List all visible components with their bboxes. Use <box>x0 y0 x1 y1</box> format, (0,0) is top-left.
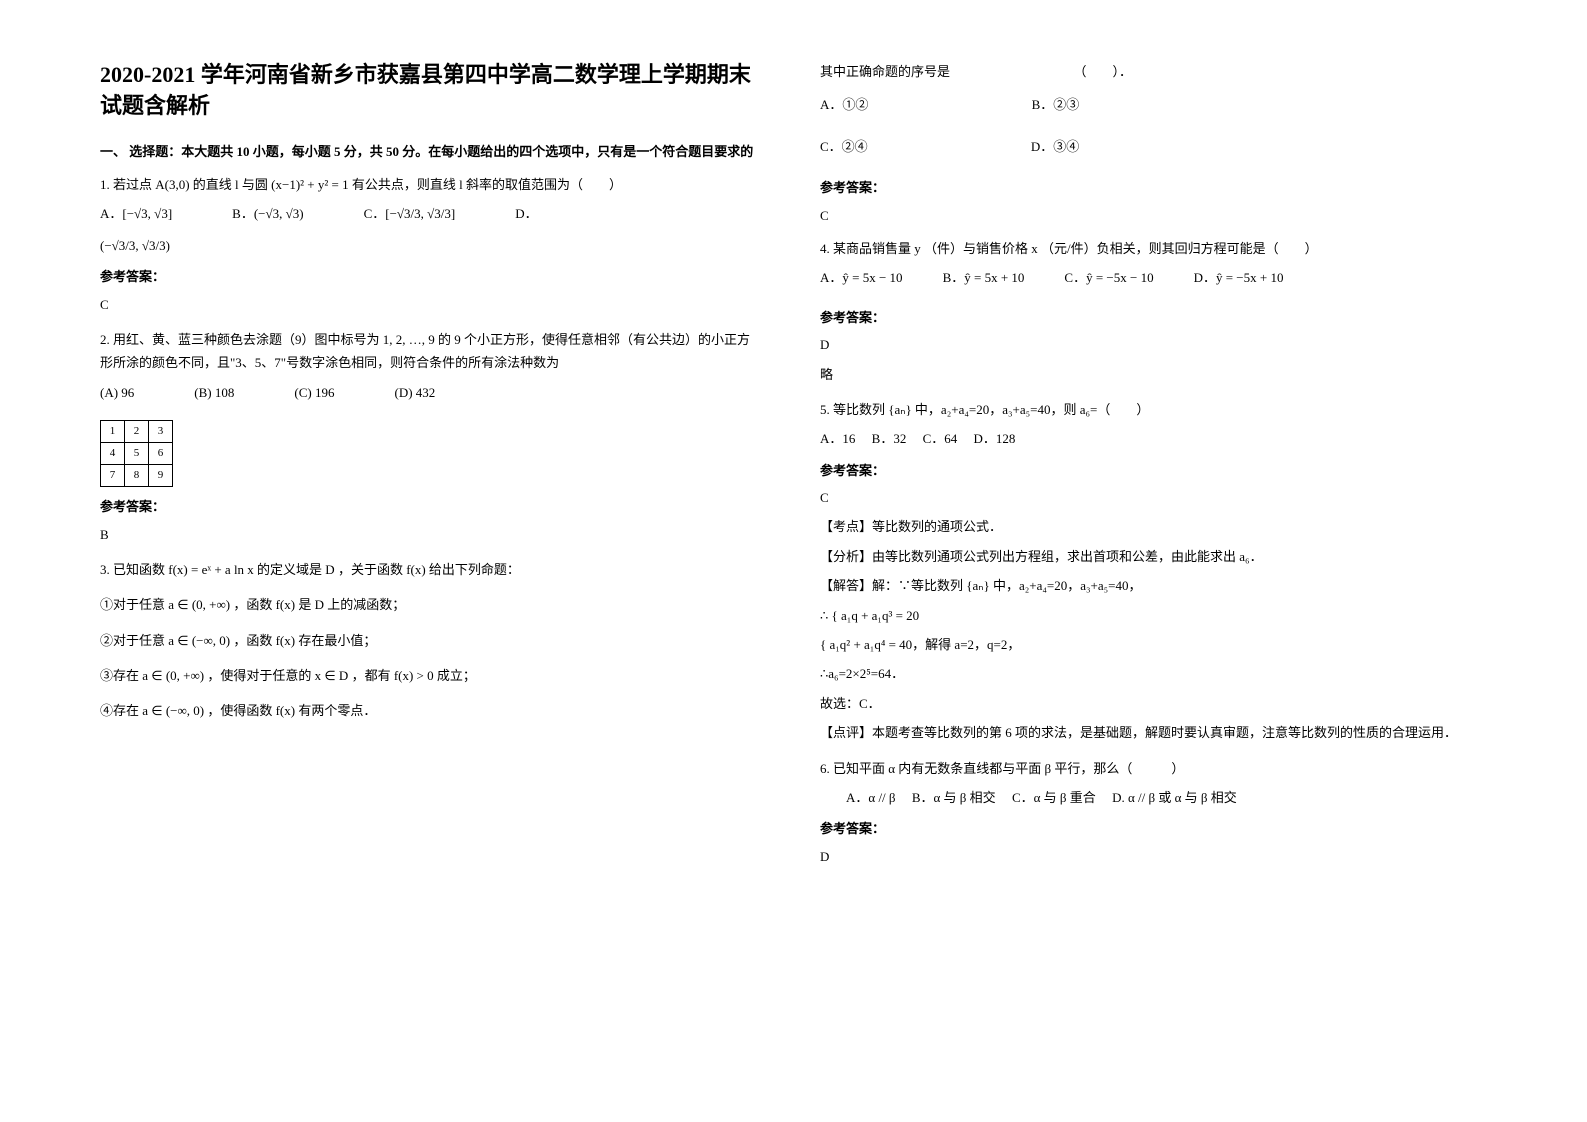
q4-option-c: C．ŷ = −5x − 10 <box>1064 266 1153 289</box>
q5-analysis: 【分析】由等比数列通项公式列出方程组，求出首项和公差，由此能求出 a₆． <box>820 545 1480 568</box>
q5-kaopoint: 【考点】等比数列的通项公式． <box>820 515 1480 538</box>
q4-option-b: B．ŷ = 5x + 10 <box>943 266 1025 289</box>
grid-cell: 8 <box>125 465 149 487</box>
q4-stem: 4. 某商品销售量 y （件）与销售价格 x （元/件）负相关，则其回归方程可能… <box>820 237 1480 260</box>
question-4: 4. 某商品销售量 y （件）与销售价格 x （元/件）负相关，则其回归方程可能… <box>820 237 1480 386</box>
grid-cell: 5 <box>125 443 149 465</box>
q3-option-d: D．③④ <box>1031 135 1079 158</box>
grid-cell: 3 <box>149 421 173 443</box>
q5-option-d: D．128 <box>974 431 1016 446</box>
q6-stem: 6. 已知平面 α 内有无数条直线都与平面 β 平行，那么（ ） <box>820 757 1480 780</box>
q2-answer-label: 参考答案： <box>100 495 760 518</box>
q2-grid: 1 2 3 4 5 6 7 8 9 <box>100 420 173 487</box>
q2-stem: 2. 用红、黄、蓝三种颜色去涂题（9）图中标号为 1, 2, …, 9 的 9 … <box>100 328 760 375</box>
q5-answer: C <box>820 486 1480 509</box>
question-3: 3. 已知函数 f(x) = eˣ + a ln x 的定义域是 D ，关于函数… <box>100 558 760 723</box>
q2-options: (A) 96 (B) 108 (C) 196 (D) 432 <box>100 381 760 412</box>
q4-option-d: D．ŷ = −5x + 10 <box>1194 266 1284 289</box>
q6-option-b: B．α 与 β 相交 <box>912 790 996 805</box>
q2-option-d: (D) 432 <box>394 381 435 404</box>
q3-options-row1: A．①② B．②③ <box>820 93 1480 124</box>
q4-note: 略 <box>820 363 1480 386</box>
q1-options: A．[−√3, √3] B．(−√3, √3) C．[−√3/3, √3/3] … <box>100 202 760 233</box>
q4-answer-label: 参考答案： <box>820 306 1480 329</box>
q3-option-b: B．②③ <box>1032 93 1080 116</box>
q3-prop-1: ①对于任意 a ∈ (0, +∞) ，函数 f(x) 是 D 上的减函数； <box>100 593 760 616</box>
grid-cell: 4 <box>101 443 125 465</box>
q3-options-row2: C．②④ D．③④ <box>820 135 1480 166</box>
q3-answer: C <box>820 204 1480 227</box>
question-1: 1. 若过点 A(3,0) 的直线 l 与圆 (x−1)² + y² = 1 有… <box>100 173 760 316</box>
q2-option-a: (A) 96 <box>100 381 134 404</box>
q5-solve1: 【解答】解：∵等比数列 {aₙ} 中，a₂+a₄=20，a₃+a₅=40， <box>820 574 1480 597</box>
grid-cell: 7 <box>101 465 125 487</box>
grid-cell: 1 <box>101 421 125 443</box>
question-6: 6. 已知平面 α 内有无数条直线都与平面 β 平行，那么（ ） A．α // … <box>820 757 1480 869</box>
q2-option-b: (B) 108 <box>194 381 234 404</box>
q5-options: A．16 B．32 C．64 D．128 <box>820 427 1480 450</box>
q5-answer-label: 参考答案： <box>820 459 1480 482</box>
q5-solve3: { a₁q² + a₁q⁴ = 40，解得 a=2，q=2， <box>820 633 1480 656</box>
q1-option-a: A．[−√3, √3] <box>100 202 172 225</box>
q5-solve5: 故选：C． <box>820 692 1480 715</box>
q5-solve2: ∴ { a₁q + a₁q³ = 20 <box>820 604 1480 627</box>
right-column: 其中正确命题的序号是 （ ）． A．①② B．②③ C．②④ D．③④ 参考答案… <box>820 60 1480 880</box>
q1-option-b: B．(−√3, √3) <box>232 202 303 225</box>
q3-prop-4: ④存在 a ∈ (−∞, 0) ，使得函数 f(x) 有两个零点． <box>100 699 760 722</box>
q1-option-c: C．[−√3/3, √3/3] <box>364 202 456 225</box>
q1-option-d-value: (−√3/3, √3/3) <box>100 234 760 257</box>
grid-cell: 2 <box>125 421 149 443</box>
question-5: 5. 等比数列 {aₙ} 中，a₂+a₄=20，a₃+a₅=40，则 a₆=（ … <box>820 398 1480 745</box>
exam-page: 2020-2021 学年河南省新乡市获嘉县第四中学高二数学理上学期期末试题含解析… <box>100 60 1547 880</box>
q6-option-a: A．α // β <box>846 790 896 805</box>
q1-answer-label: 参考答案： <box>100 265 760 288</box>
q5-solve4: ∴a₆=2×2⁵=64． <box>820 662 1480 685</box>
q2-answer: B <box>100 523 760 546</box>
q4-options: A．ŷ = 5x − 10 B．ŷ = 5x + 10 C．ŷ = −5x − … <box>820 266 1480 297</box>
q6-answer-label: 参考答案： <box>820 817 1480 840</box>
q3-option-c: C．②④ <box>820 135 868 158</box>
q3-stem: 3. 已知函数 f(x) = eˣ + a ln x 的定义域是 D ，关于函数… <box>100 558 760 581</box>
q3-followup: 其中正确命题的序号是 （ ）． <box>820 60 1480 83</box>
q1-stem: 1. 若过点 A(3,0) 的直线 l 与圆 (x−1)² + y² = 1 有… <box>100 173 760 196</box>
grid-cell: 9 <box>149 465 173 487</box>
q5-option-b: B．32 <box>872 431 907 446</box>
q6-answer: D <box>820 845 1480 868</box>
section-1-header: 一、 选择题：本大题共 10 小题，每小题 5 分，共 50 分。在每小题给出的… <box>100 140 760 163</box>
q2-option-c: (C) 196 <box>294 381 334 404</box>
q5-option-a: A．16 <box>820 431 855 446</box>
exam-title: 2020-2021 学年河南省新乡市获嘉县第四中学高二数学理上学期期末试题含解析 <box>100 60 760 122</box>
q1-option-d: D． <box>515 202 537 225</box>
q3-prop-3: ③存在 a ∈ (0, +∞) ，使得对于任意的 x ∈ D ，都有 f(x) … <box>100 664 760 687</box>
q3-answer-label: 参考答案： <box>820 176 1480 199</box>
q1-answer: C <box>100 293 760 316</box>
q3-option-a: A．①② <box>820 93 868 116</box>
q6-option-d: D. α // β 或 α 与 β 相交 <box>1112 790 1237 805</box>
grid-cell: 6 <box>149 443 173 465</box>
left-column: 2020-2021 学年河南省新乡市获嘉县第四中学高二数学理上学期期末试题含解析… <box>100 60 760 880</box>
q4-answer: D <box>820 333 1480 356</box>
q6-option-c: C．α 与 β 重合 <box>1012 790 1096 805</box>
q6-options: A．α // β B．α 与 β 相交 C．α 与 β 重合 D. α // β… <box>820 786 1480 809</box>
q5-stem: 5. 等比数列 {aₙ} 中，a₂+a₄=20，a₃+a₅=40，则 a₆=（ … <box>820 398 1480 421</box>
q4-option-a: A．ŷ = 5x − 10 <box>820 266 903 289</box>
q5-option-c: C．64 <box>923 431 958 446</box>
question-2: 2. 用红、黄、蓝三种颜色去涂题（9）图中标号为 1, 2, …, 9 的 9 … <box>100 328 760 546</box>
q3-prop-2: ②对于任意 a ∈ (−∞, 0) ，函数 f(x) 存在最小值； <box>100 629 760 652</box>
q5-comment: 【点评】本题考查等比数列的第 6 项的求法，是基础题，解题时要认真审题，注意等比… <box>820 721 1480 744</box>
